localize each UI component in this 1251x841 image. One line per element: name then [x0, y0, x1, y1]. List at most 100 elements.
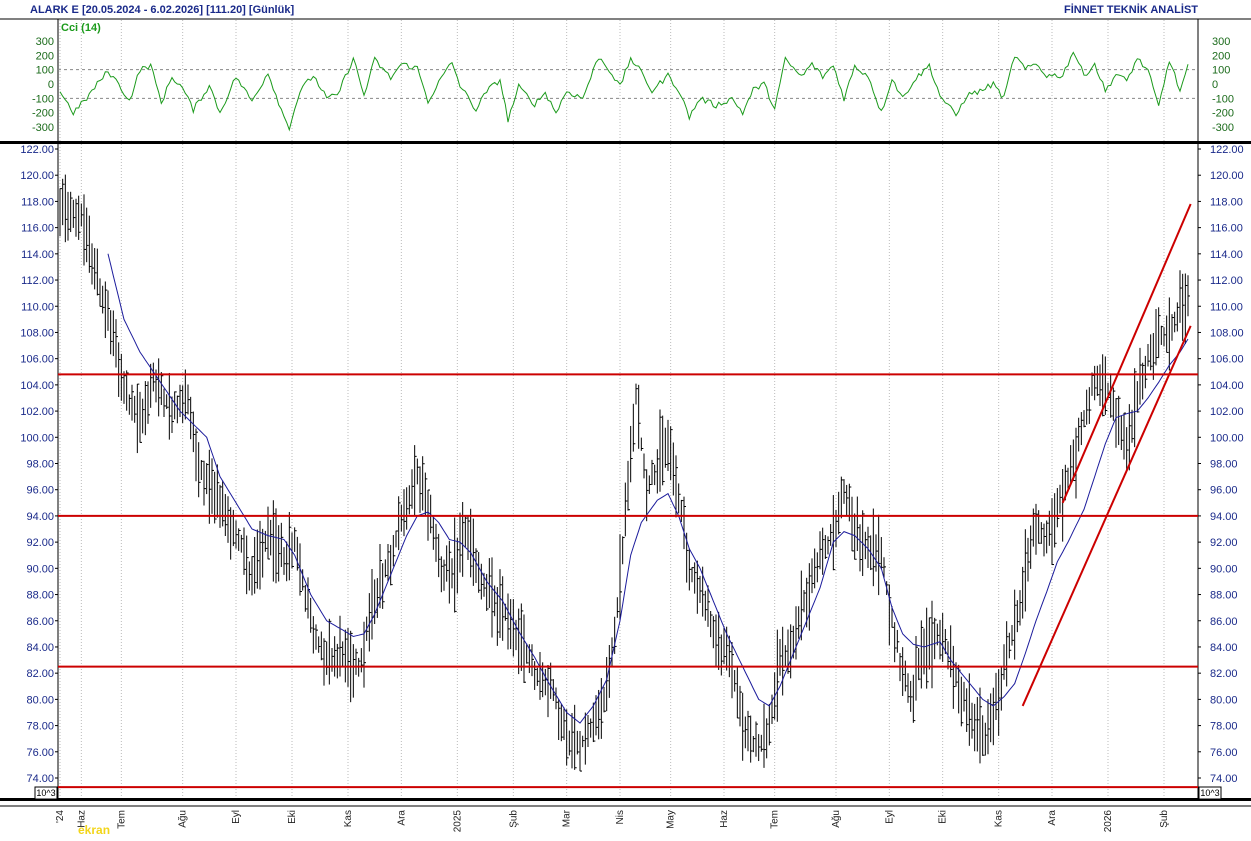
ohlc-bar [214, 471, 217, 524]
ohlc-bar [200, 460, 204, 481]
price-axis-labels: 122.00 122.00 120.00 120.00 118.00 118.00 116.… [20, 144, 1243, 785]
ohlc-bar [891, 606, 894, 628]
ohlc-bar [600, 678, 604, 739]
ohlc-bar [654, 464, 657, 486]
ohlc-bar [488, 558, 492, 608]
ohlc-bar [86, 207, 89, 263]
cci-tick-label: 300 [1212, 36, 1230, 48]
ohlc-bar [251, 556, 254, 596]
ohlc-bar [480, 563, 484, 600]
ekran-watermark: ekran [78, 823, 110, 837]
ohlc-bar [902, 647, 905, 696]
ohlc-bar [123, 371, 126, 404]
ohlc-bar [246, 535, 249, 595]
ohlc-bar [712, 616, 716, 649]
ohlc-bar [398, 496, 401, 551]
ohlc-bar [499, 569, 502, 639]
ohlc-bar [203, 460, 206, 506]
ohlc-bar [1056, 488, 1060, 528]
ohlc-bar [1158, 307, 1161, 359]
ohlc-bar [147, 381, 150, 424]
date-axis-label: Ara [396, 810, 407, 826]
ohlc-bar [1166, 315, 1169, 353]
price-tick-label: 78.00 [1210, 721, 1238, 733]
ohlc-bar [883, 557, 886, 579]
ohlc-bar [446, 545, 449, 582]
ohlc-bar [472, 518, 476, 586]
ohlc-bar [142, 398, 145, 434]
ohlc-bar [238, 528, 241, 551]
price-tick-label: 92.00 [1210, 537, 1238, 549]
price-tick-label: 88.00 [1210, 590, 1238, 602]
ohlc-bar [190, 396, 193, 440]
bottom-separator [0, 798, 1251, 801]
ohlc-bar [675, 455, 678, 518]
ohlc-bar [1024, 529, 1028, 612]
price-tick-label: 90.00 [1210, 563, 1238, 575]
ohlc-bar [208, 449, 212, 524]
ohlc-bar [734, 670, 737, 692]
ohlc-bar [462, 502, 465, 577]
ohlc-bar [1096, 365, 1100, 396]
ohlc-bar [720, 634, 724, 676]
ohlc-bar [739, 685, 742, 727]
ohlc-bar [563, 707, 566, 741]
ohlc-bar [104, 281, 108, 339]
ohlc-bar [624, 482, 628, 537]
ohlc-bar [222, 480, 225, 527]
scale-box-right [1198, 786, 1222, 800]
ohlc-bar [456, 537, 460, 594]
ohlc-bar [1035, 503, 1038, 555]
ohlc-bar [195, 428, 198, 482]
ohlc-bar [166, 394, 169, 410]
ohlc-bar [467, 516, 470, 560]
ohlc-bar [742, 692, 745, 761]
ohlc-bar [1147, 343, 1150, 367]
ohlc-bar [360, 648, 364, 673]
ohlc-bar [982, 715, 985, 756]
ohlc-bar [819, 531, 822, 570]
ohlc-bar [987, 699, 990, 755]
price-tick-label: 106.00 [20, 354, 54, 366]
ohlc-bar [219, 484, 222, 528]
price-tick-label: 88.00 [26, 590, 54, 602]
ohlc-bar [406, 487, 409, 530]
ohlc-bar [683, 496, 686, 550]
ohlc-bar [1030, 525, 1033, 569]
ohlc-bar [256, 529, 260, 589]
ohlc-bar [1088, 387, 1092, 424]
date-axis-label: Tem [116, 810, 127, 829]
ohlc-bar [1126, 427, 1129, 470]
ohlc-bar [296, 536, 300, 571]
ohlc-bar [662, 415, 665, 486]
ohlc-bar [187, 384, 190, 415]
trend-channel-upper [1061, 203, 1192, 504]
cci-tick-label: 200 [36, 50, 54, 62]
ohlc-bar [984, 722, 988, 756]
price-tick-label: 98.00 [1210, 459, 1238, 471]
trend-channel-lower [1021, 325, 1192, 707]
date-axis-label: Eyl [231, 810, 242, 824]
ohlc-bar [414, 445, 417, 516]
date-axis-labels: '24 Haz Tem Ağu Eyl Eki Kas Ara 2025 Şub Mar Nis May… [55, 809, 1170, 832]
price-tick-label: 102.00 [20, 406, 54, 418]
ohlc-bar [974, 703, 977, 752]
ohlc-bar [680, 499, 684, 522]
ohlc-bar [1051, 498, 1054, 566]
trend-channel [1021, 203, 1192, 707]
ohlc-bar [416, 458, 420, 485]
cci-tick-labels: 300 300 200 200 100 100 0 0 -100 -100 -200 -200 -300… [32, 36, 1234, 134]
date-axis-label: Ağu [178, 810, 189, 828]
ohlc-bar [707, 585, 710, 627]
ohlc-bar [1163, 327, 1166, 347]
cci-tick-label: -200 [1212, 108, 1234, 120]
ohlc-bar [262, 528, 265, 578]
ohlc-bar [139, 391, 142, 443]
ohlc-bar [216, 464, 220, 518]
ohlc-bar [174, 391, 177, 420]
ohlc-bar [1083, 410, 1086, 428]
ohlc-bar [419, 466, 422, 513]
ohlc-bar [1136, 381, 1140, 413]
ohlc-bar [1171, 314, 1174, 341]
ohlc-bar [1144, 355, 1148, 389]
